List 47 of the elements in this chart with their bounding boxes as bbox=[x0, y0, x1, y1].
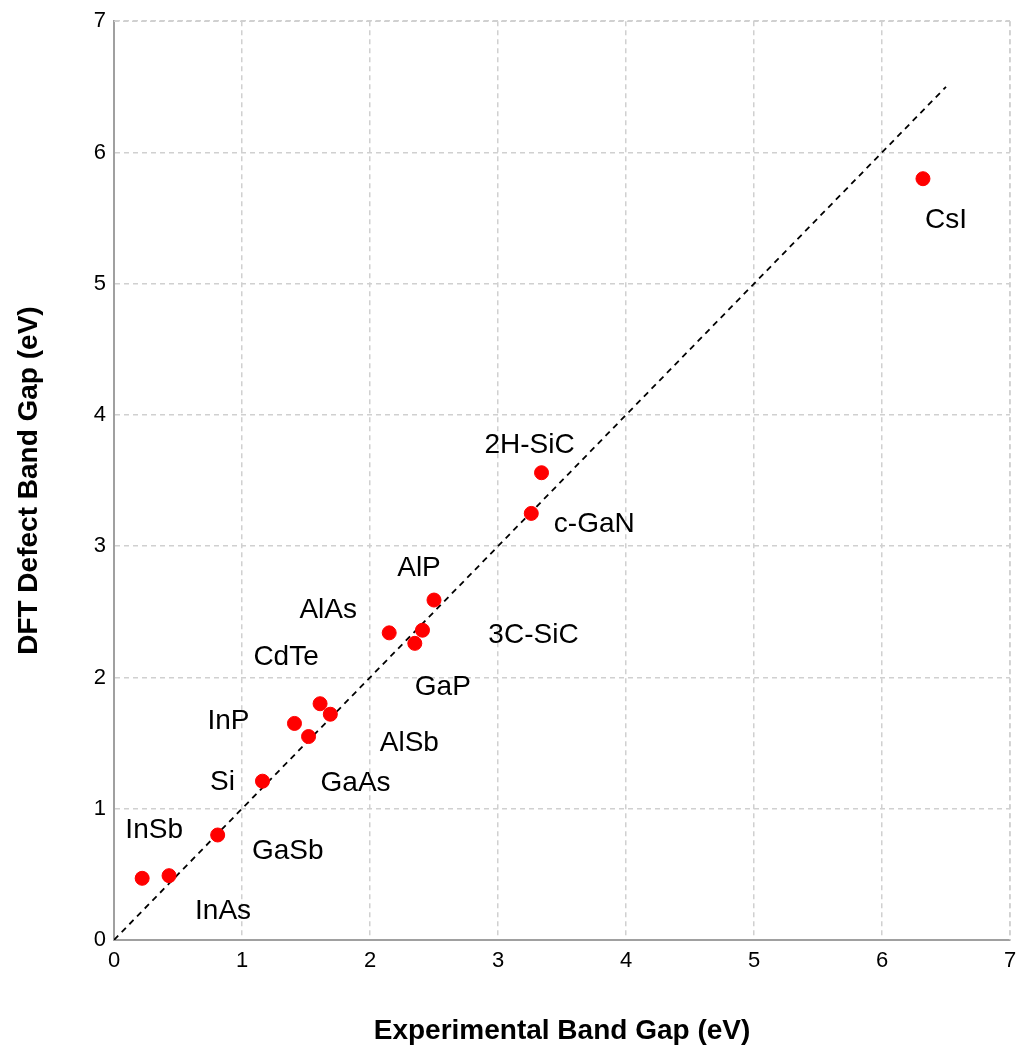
y-tick-label: 6 bbox=[93, 138, 106, 164]
point bbox=[414, 622, 430, 638]
point bbox=[210, 827, 226, 843]
annotation: CdTe bbox=[253, 640, 319, 672]
point bbox=[534, 465, 550, 481]
x-tick-label: 1 bbox=[235, 947, 249, 973]
y-tick-label: 0 bbox=[93, 926, 106, 952]
x-tick-label: 5 bbox=[747, 947, 761, 973]
annotation: c-GaN bbox=[553, 507, 635, 539]
annotation: InSb bbox=[125, 813, 183, 845]
x-tick-label: 3 bbox=[491, 947, 505, 973]
y-tick-label: 1 bbox=[93, 794, 106, 820]
point bbox=[286, 715, 302, 731]
annotation: GaP bbox=[414, 670, 471, 702]
annotation: InP bbox=[207, 704, 250, 736]
point bbox=[426, 592, 442, 608]
annotation: GaAs bbox=[320, 766, 391, 798]
point bbox=[312, 696, 328, 712]
point bbox=[301, 729, 317, 745]
y-tick-label: 7 bbox=[93, 7, 106, 33]
annotation: InAs bbox=[195, 894, 252, 926]
annotation: AlSb bbox=[379, 725, 439, 757]
point bbox=[915, 171, 931, 187]
point bbox=[523, 505, 539, 521]
y-tick-label: 4 bbox=[93, 401, 106, 427]
x-tick-label: 7 bbox=[1003, 947, 1017, 973]
annotation: AlAs bbox=[299, 592, 357, 624]
y-axis-title: DFT Defect Band Gap (eV) bbox=[11, 306, 43, 655]
point bbox=[254, 773, 270, 789]
x-tick-label: 2 bbox=[363, 947, 377, 973]
point bbox=[134, 870, 150, 886]
annotation: AlP bbox=[397, 550, 441, 582]
point bbox=[322, 706, 338, 722]
y-tick-label: 3 bbox=[93, 532, 106, 558]
annotation: CsI bbox=[924, 203, 967, 235]
annotation: Si bbox=[210, 764, 235, 796]
x-tick-label: 4 bbox=[619, 947, 633, 973]
annotation: 3C-SiC bbox=[488, 617, 579, 649]
annotation: GaSb bbox=[251, 833, 324, 865]
y-tick-label: 5 bbox=[93, 269, 106, 295]
point bbox=[407, 635, 423, 651]
point bbox=[381, 625, 397, 641]
annotation: 2H-SiC bbox=[484, 428, 575, 460]
y-tick-label: 2 bbox=[93, 663, 106, 689]
x-tick-label: 6 bbox=[875, 947, 889, 973]
x-axis-title: Experimental Band Gap (eV) bbox=[373, 1013, 751, 1045]
point bbox=[161, 868, 177, 884]
